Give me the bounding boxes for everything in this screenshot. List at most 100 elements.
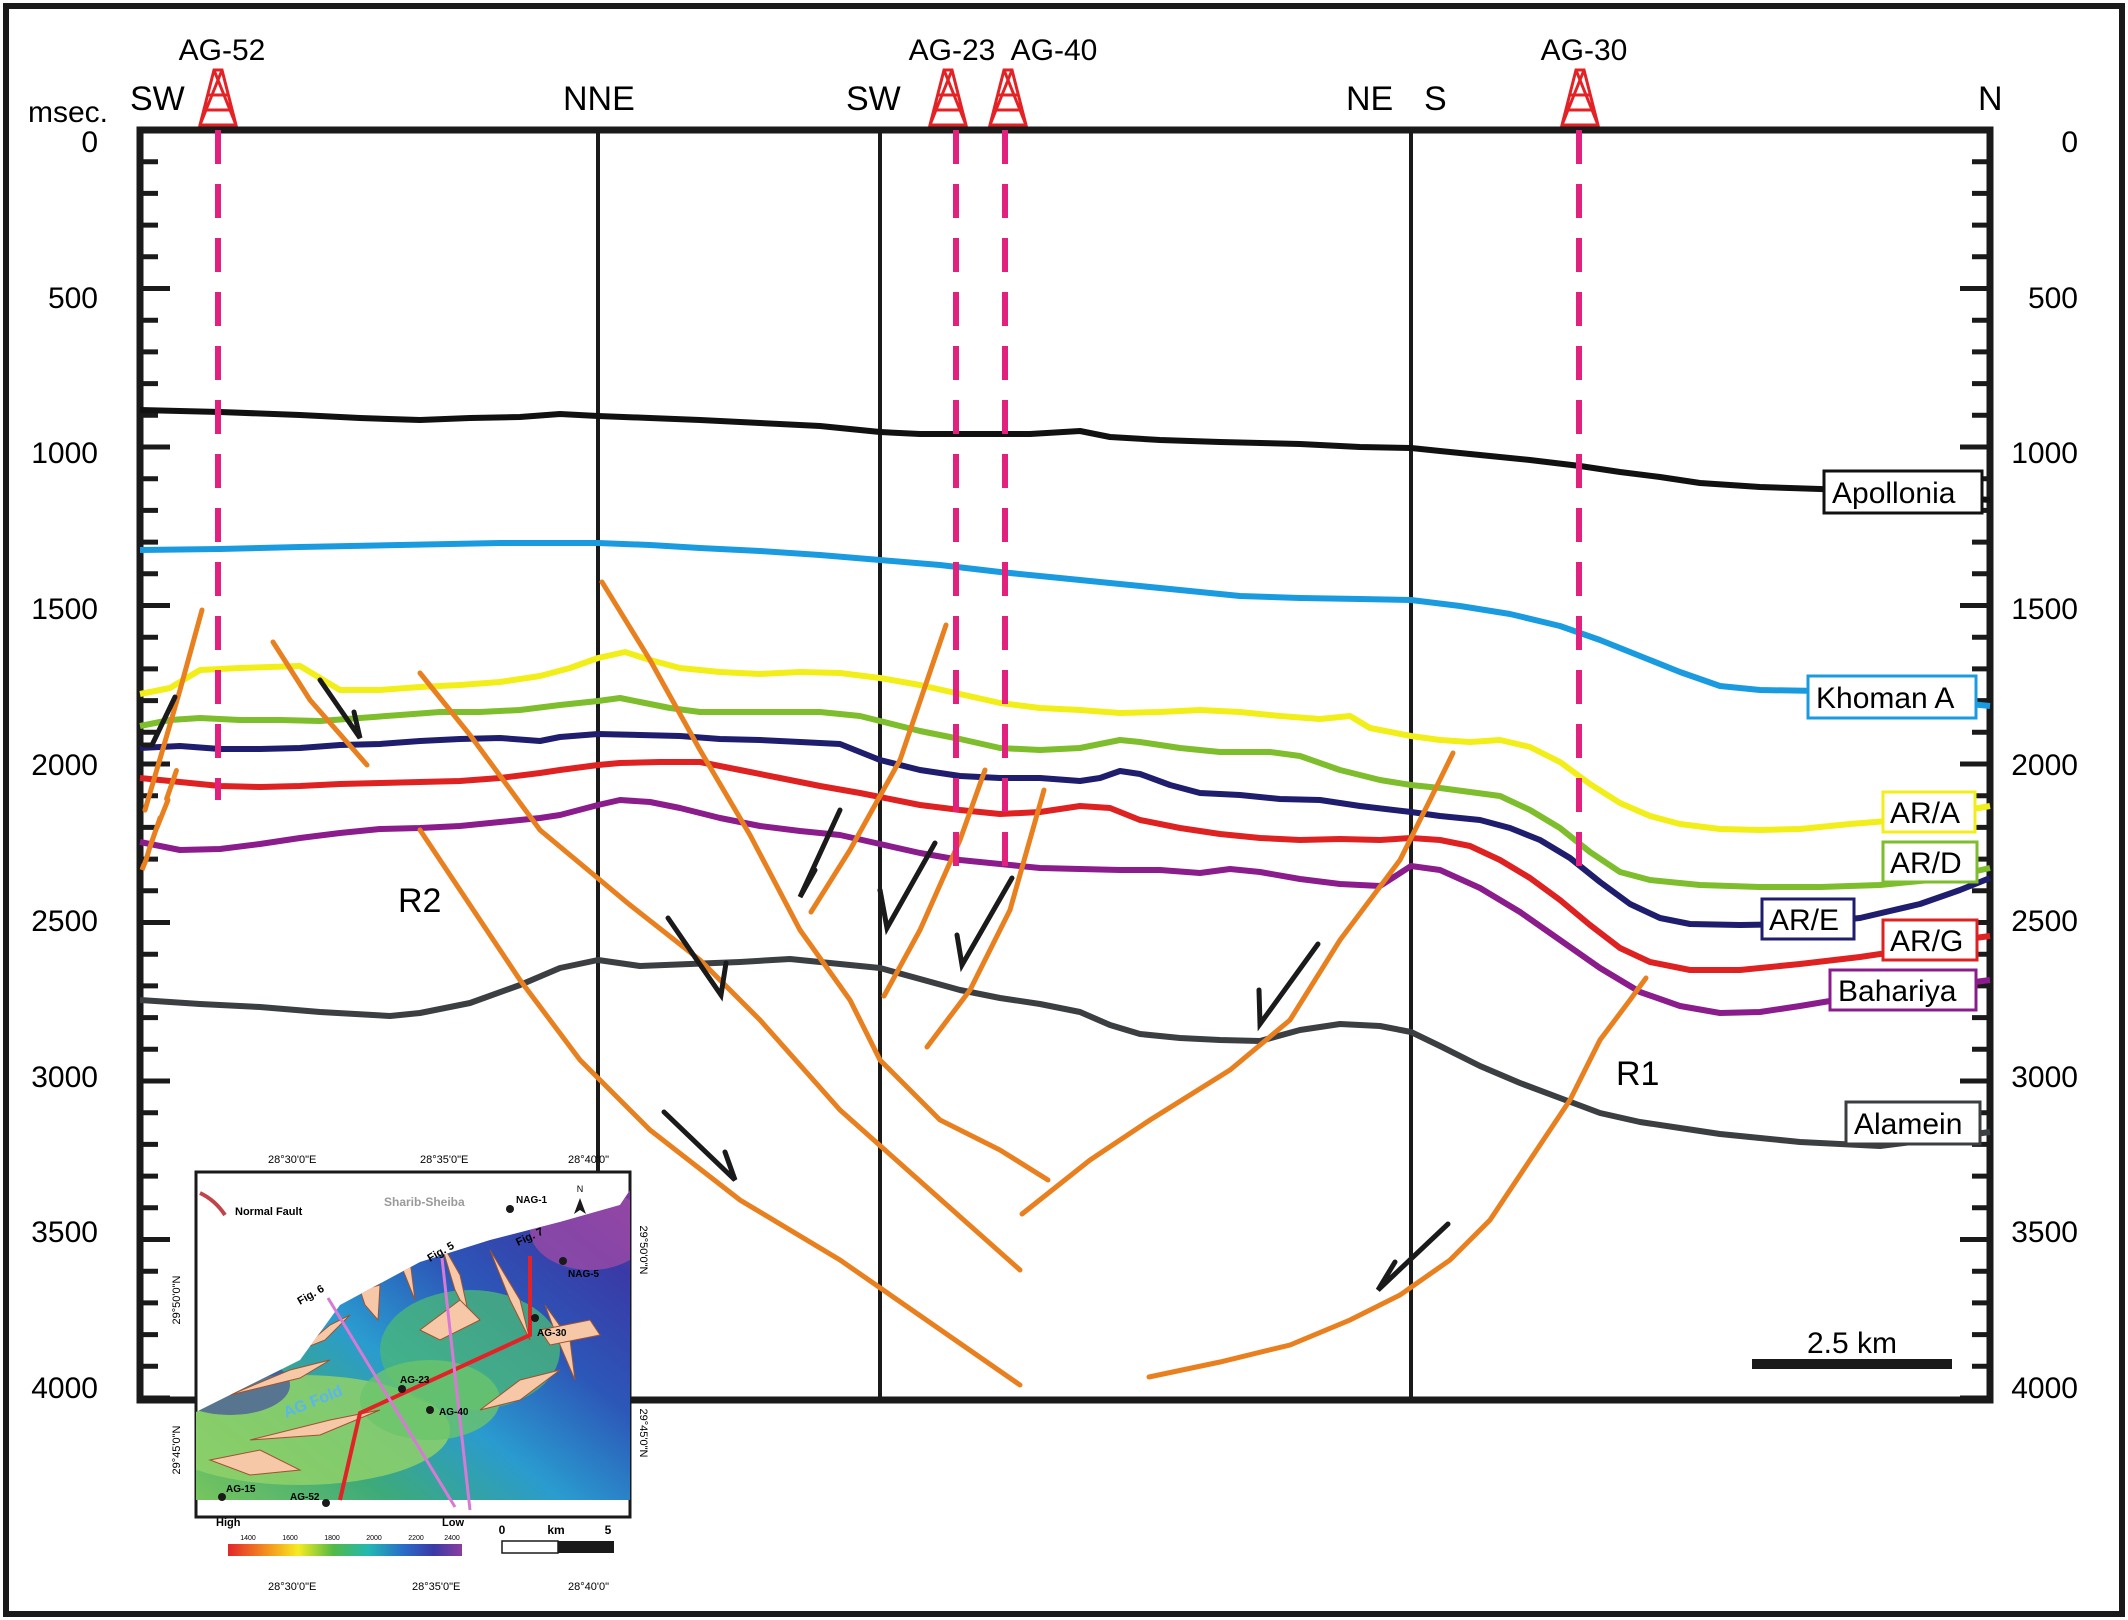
ramp-tick-2400: 2400 — [444, 1535, 460, 1542]
right-tick-label-4000: 4000 — [2011, 1372, 2078, 1405]
horizon-label-ar-d-text: AR/D — [1890, 847, 1962, 880]
left-tick-label-1000: 1000 — [31, 437, 98, 470]
horizon-apollonia — [139, 407, 1991, 503]
slip-arrow-4 — [877, 840, 938, 936]
well-label-ag-23: AG-23 — [909, 34, 996, 67]
derrick-symbols — [198, 68, 1600, 127]
inset-color-ramp-bar — [228, 1544, 462, 1556]
slip-arrow-3 — [797, 807, 843, 899]
inset-well-ag-52: AG-52 — [290, 1492, 320, 1503]
inset-figure-lines — [326, 1257, 472, 1511]
horizon-label-apollonia: Apollonia — [1822, 469, 1984, 515]
horizon-label-ar-d: AR/D — [1881, 840, 1979, 884]
right-tick-label-1000: 1000 — [2011, 437, 2078, 470]
well-label-ag-30: AG-30 — [1541, 34, 1628, 67]
derrick-icon-ag-30 — [1560, 68, 1600, 127]
ramp-tick-1400: 1400 — [240, 1535, 256, 1542]
inset-well-ag-30-dot — [531, 1314, 539, 1322]
y-axis-unit: msec. — [28, 96, 108, 129]
direction-sw-1: SW — [130, 80, 185, 118]
slip-arrow-7 — [1256, 941, 1321, 1032]
fault-slip-arrows — [140, 677, 1451, 1292]
ramp-tick-2200: 2200 — [408, 1535, 424, 1542]
slip-arrow-9 — [1375, 1221, 1451, 1292]
fault-label-r2: R2 — [398, 882, 441, 920]
fault-lines — [139, 579, 1649, 1388]
right-tick-label-2000: 2000 — [2011, 749, 2078, 782]
horizon-label-ar-g-text: AR/G — [1890, 925, 1963, 958]
inset-well-ag-30: AG-30 — [537, 1328, 567, 1339]
inset-left-coord-1: 29°50'0"N — [171, 1275, 183, 1324]
slip-arrow-2 — [317, 677, 363, 740]
right-tick-label-0: 0 — [2061, 126, 2078, 159]
right-tick-label-3500: 3500 — [2011, 1216, 2078, 1249]
inset-well-nag-5-dot — [559, 1257, 567, 1265]
fault-r2-upper — [417, 670, 1023, 1273]
slip-arrow-1 — [140, 694, 178, 748]
horizon-label-apollonia-text: Apollonia — [1832, 477, 1956, 510]
inset-bottom-coord-1: 28°30'0"E — [268, 1581, 316, 1593]
inset-fig-6-line — [326, 1297, 457, 1508]
inset-high-label: High — [216, 1517, 241, 1529]
horizon-bahariya — [139, 797, 1991, 1016]
inset-scale-unit: km — [547, 1523, 564, 1537]
right-tick-label-2500: 2500 — [2011, 905, 2078, 938]
inset-left-coord-2: 29°45'0"N — [171, 1425, 183, 1474]
left-tick-label-4000: 4000 — [31, 1372, 98, 1405]
slip-arrow-6 — [665, 915, 729, 1002]
fault-label-r1: R1 — [1616, 1055, 1659, 1093]
left-tick-label-2500: 2500 — [31, 905, 98, 938]
horizon-alamein — [139, 956, 1991, 1149]
left-tick-label-3500: 3500 — [31, 1216, 98, 1249]
north-arrow-label: N — [577, 1184, 584, 1194]
derrick-icon-ag-52 — [198, 68, 238, 127]
inset-well-ag-40-dot — [426, 1406, 434, 1414]
right-tick-label-1500: 1500 — [2011, 593, 2078, 626]
fault-1-dashed — [139, 763, 181, 871]
horizon-label-alamein-text: Alamein — [1854, 1108, 1962, 1141]
inset-well-ag-15-dot — [218, 1493, 226, 1501]
inset-scale-0: 0 — [499, 1523, 506, 1537]
left-tick-label-1500: 1500 — [31, 593, 98, 626]
inset-well-ag-52-dot — [322, 1499, 330, 1507]
fault-1 — [142, 607, 205, 813]
inset-color-ramp: High Low 1400 1600 1800 2000 2200 2400 — [216, 1517, 464, 1556]
horizon-name-labels: Apollonia Khoman A AR/A AR/D AR/E AR/G B… — [1760, 469, 1984, 1146]
ramp-tick-2000: 2000 — [366, 1535, 382, 1542]
fault-name-labels: R2 R1 — [398, 882, 1659, 1093]
inset-well-ag-23-dot — [398, 1385, 406, 1393]
ramp-tick-1600: 1600 — [282, 1535, 298, 1542]
north-arrow-icon: N — [574, 1184, 586, 1214]
scale-bar-line — [1752, 1359, 1952, 1369]
direction-sw-2: SW — [846, 80, 901, 118]
well-label-ag-40: AG-40 — [1011, 34, 1098, 67]
inset-bottom-coord-3: 28°40'0" — [568, 1581, 609, 1593]
horizon-label-alamein: Alamein — [1844, 1100, 1982, 1146]
inset-scale-5: 5 — [605, 1523, 612, 1537]
inset-area-name: Sharib-Sheiba — [384, 1195, 465, 1209]
well-label-ag-52: AG-52 — [179, 34, 266, 67]
horizon-label-bahariya: Bahariya — [1828, 968, 1978, 1012]
inset-low-label: Low — [442, 1517, 464, 1529]
right-axis-labels: 0 500 1000 1500 2000 2500 3000 3500 4000 — [2011, 126, 2078, 1405]
inset-top-coord-1: 28°30'0"E — [268, 1154, 316, 1166]
direction-labels: SW NNE SW NE S N — [130, 80, 2003, 118]
left-tick-label-3000: 3000 — [31, 1061, 98, 1094]
inset-coordinates: 28°30'0"E 28°35'0"E 28°40'0" 28°30'0"E 2… — [171, 1154, 649, 1593]
inset-scale-bar: 0 km 5 — [499, 1523, 614, 1554]
location-inset-map: Normal Fault Sharib-Sheiba AG Fold N Fig… — [171, 1154, 649, 1593]
right-tick-label-3000: 3000 — [2011, 1061, 2078, 1094]
slip-arrow-5 — [954, 875, 1015, 973]
fault-ne — [1019, 750, 1456, 1217]
ramp-tick-1800: 1800 — [324, 1535, 340, 1542]
horizon-label-khoman-a: Khoman A — [1806, 674, 1978, 720]
fault-nne-2 — [808, 622, 949, 915]
direction-s: S — [1424, 80, 1447, 118]
right-tick-label-500: 500 — [2028, 282, 2078, 315]
horizon-ar-g — [139, 759, 1991, 973]
inset-color-ramp-ticks: 1400 1600 1800 2000 2200 2400 — [240, 1535, 460, 1542]
horizon-label-bahariya-text: Bahariya — [1838, 975, 1957, 1008]
direction-ne: NE — [1346, 80, 1393, 118]
